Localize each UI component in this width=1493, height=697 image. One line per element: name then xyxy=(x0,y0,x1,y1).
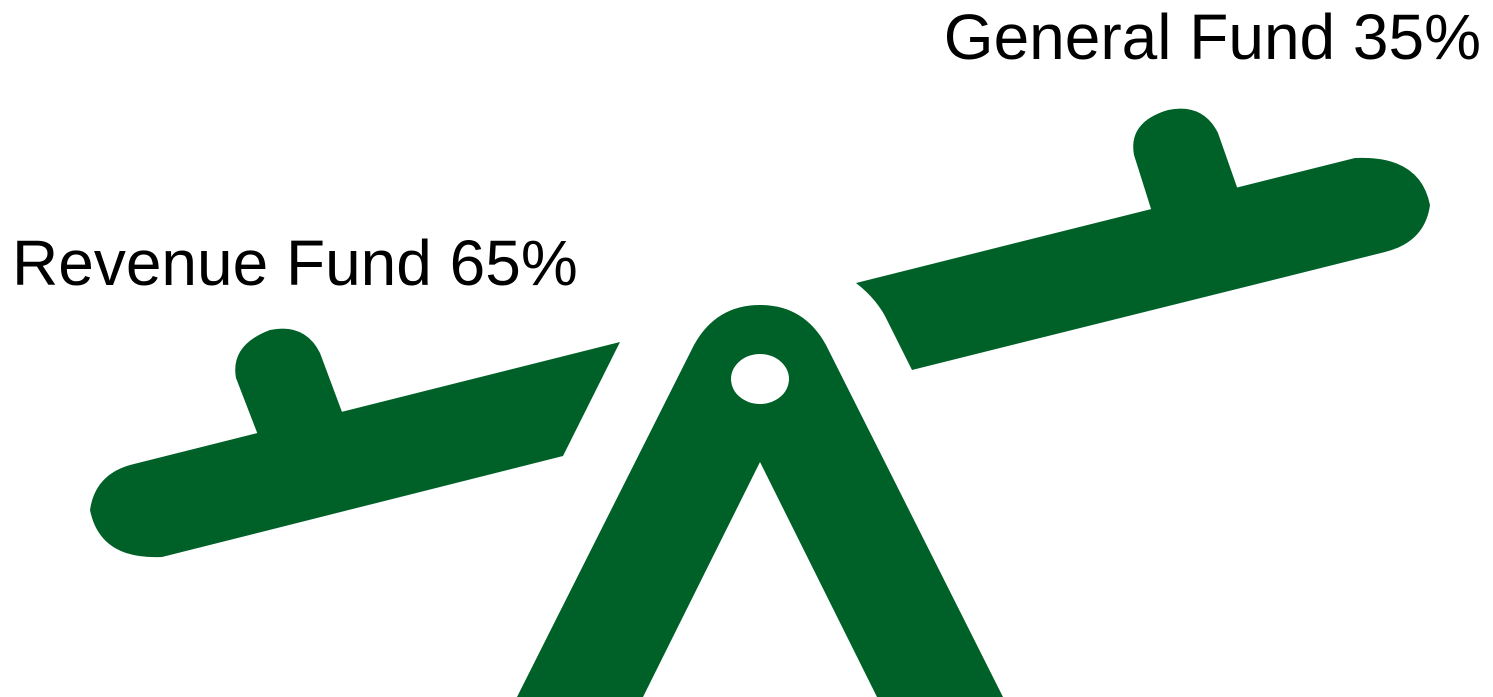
pivot-hole xyxy=(731,354,789,404)
left-handle xyxy=(235,328,342,435)
left-plank xyxy=(90,342,620,558)
right-plank xyxy=(856,157,1430,370)
general-fund-label: General Fund 35% xyxy=(943,1,1481,73)
revenue-fund-label: Revenue Fund 65% xyxy=(12,227,578,299)
right-handle xyxy=(1133,108,1238,212)
fulcrum xyxy=(517,305,1003,697)
